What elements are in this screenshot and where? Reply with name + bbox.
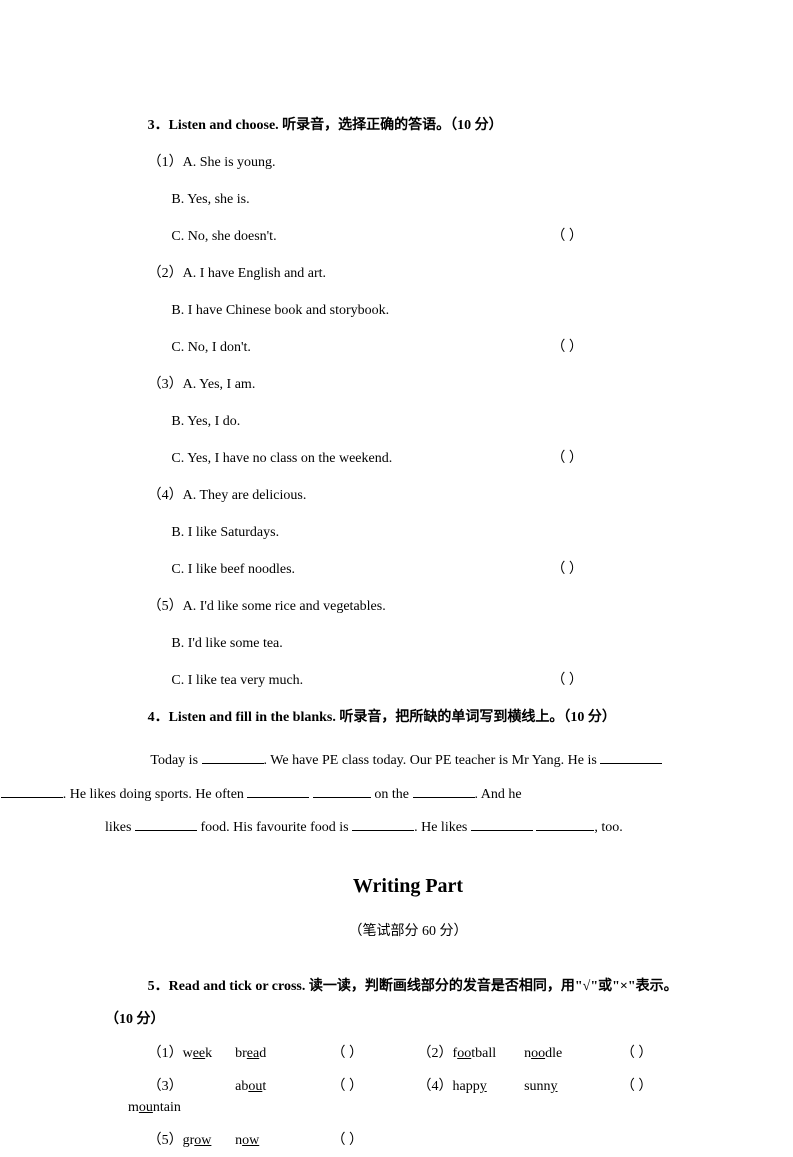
fill-blank[interactable]	[313, 785, 371, 798]
answer-blank[interactable]: （ ）	[508, 559, 583, 580]
fill-blank[interactable]	[202, 751, 264, 764]
table-row: （5）grow now （ ）	[128, 1124, 688, 1157]
table-row: （3）mountain about （ ） （4）happy sunny （ ）	[128, 1070, 688, 1124]
q3-2-b: B. I have Chinese book and storybook.	[128, 300, 688, 321]
fill-blank[interactable]	[600, 751, 662, 764]
q3-2-c: C. No, I don't.（ ）	[128, 337, 688, 358]
answer-blank[interactable]: （ ）	[332, 1037, 399, 1070]
fill-blank[interactable]	[247, 785, 309, 798]
answer-blank[interactable]: （ ）	[508, 670, 583, 691]
fill-blank[interactable]	[135, 819, 197, 832]
answer-blank[interactable]: （ ）	[332, 1124, 399, 1157]
q3-header: 3．Listen and choose. 听录音，选择正确的答语。（10 分）	[128, 115, 688, 136]
answer-blank[interactable]: （ ）	[508, 226, 583, 247]
q3-1-b: B. Yes, she is.	[128, 189, 688, 210]
q5-header: 5．Read and tick or cross. 读一读，判断画线部分的发音是…	[128, 970, 688, 1037]
q3-4-a: （4）A. They are delicious.	[128, 485, 688, 506]
q3-5-a: （5）A. I'd like some rice and vegetables.	[128, 596, 688, 617]
fill-blank[interactable]	[471, 819, 533, 832]
fill-blank[interactable]	[413, 785, 475, 798]
fill-blank[interactable]	[536, 819, 594, 832]
q4-paragraph: Today is . We have PE class today. Our P…	[128, 744, 688, 845]
q3-3-a: （3）A. Yes, I am.	[128, 374, 688, 395]
answer-blank[interactable]: （ ）	[332, 1070, 399, 1124]
q5-table: （1）week bread （ ） （2）football noodle （ ）…	[128, 1037, 688, 1157]
q3-3-b: B. Yes, I do.	[128, 411, 688, 432]
writing-part-title: Writing Part	[128, 871, 688, 901]
q3-3-c: C. Yes, I have no class on the weekend.（…	[128, 448, 688, 469]
q3-5-c: C. I like tea very much.（ ）	[128, 670, 688, 691]
answer-blank[interactable]: （ ）	[508, 448, 583, 469]
table-row: （1）week bread （ ） （2）football noodle （ ）	[128, 1037, 688, 1070]
q3-1-a: （1）A. She is young.	[128, 152, 688, 173]
answer-blank[interactable]: （ ）	[621, 1070, 688, 1124]
answer-blank[interactable]: （ ）	[621, 1037, 688, 1070]
answer-blank[interactable]: （ ）	[508, 337, 583, 358]
q3-5-b: B. I'd like some tea.	[128, 633, 688, 654]
q3-2-a: （2）A. I have English and art.	[128, 263, 688, 284]
fill-blank[interactable]	[352, 819, 414, 832]
q3-1-c: C. No, she doesn't.（ ）	[128, 226, 688, 247]
q3-4-c: C. I like beef noodles.（ ）	[128, 559, 688, 580]
writing-part-subtitle: （笔试部分 60 分）	[128, 921, 688, 942]
fill-blank[interactable]	[1, 785, 63, 798]
q3-4-b: B. I like Saturdays.	[128, 522, 688, 543]
q4-header: 4．Listen and fill in the blanks. 听录音，把所缺…	[128, 707, 688, 728]
